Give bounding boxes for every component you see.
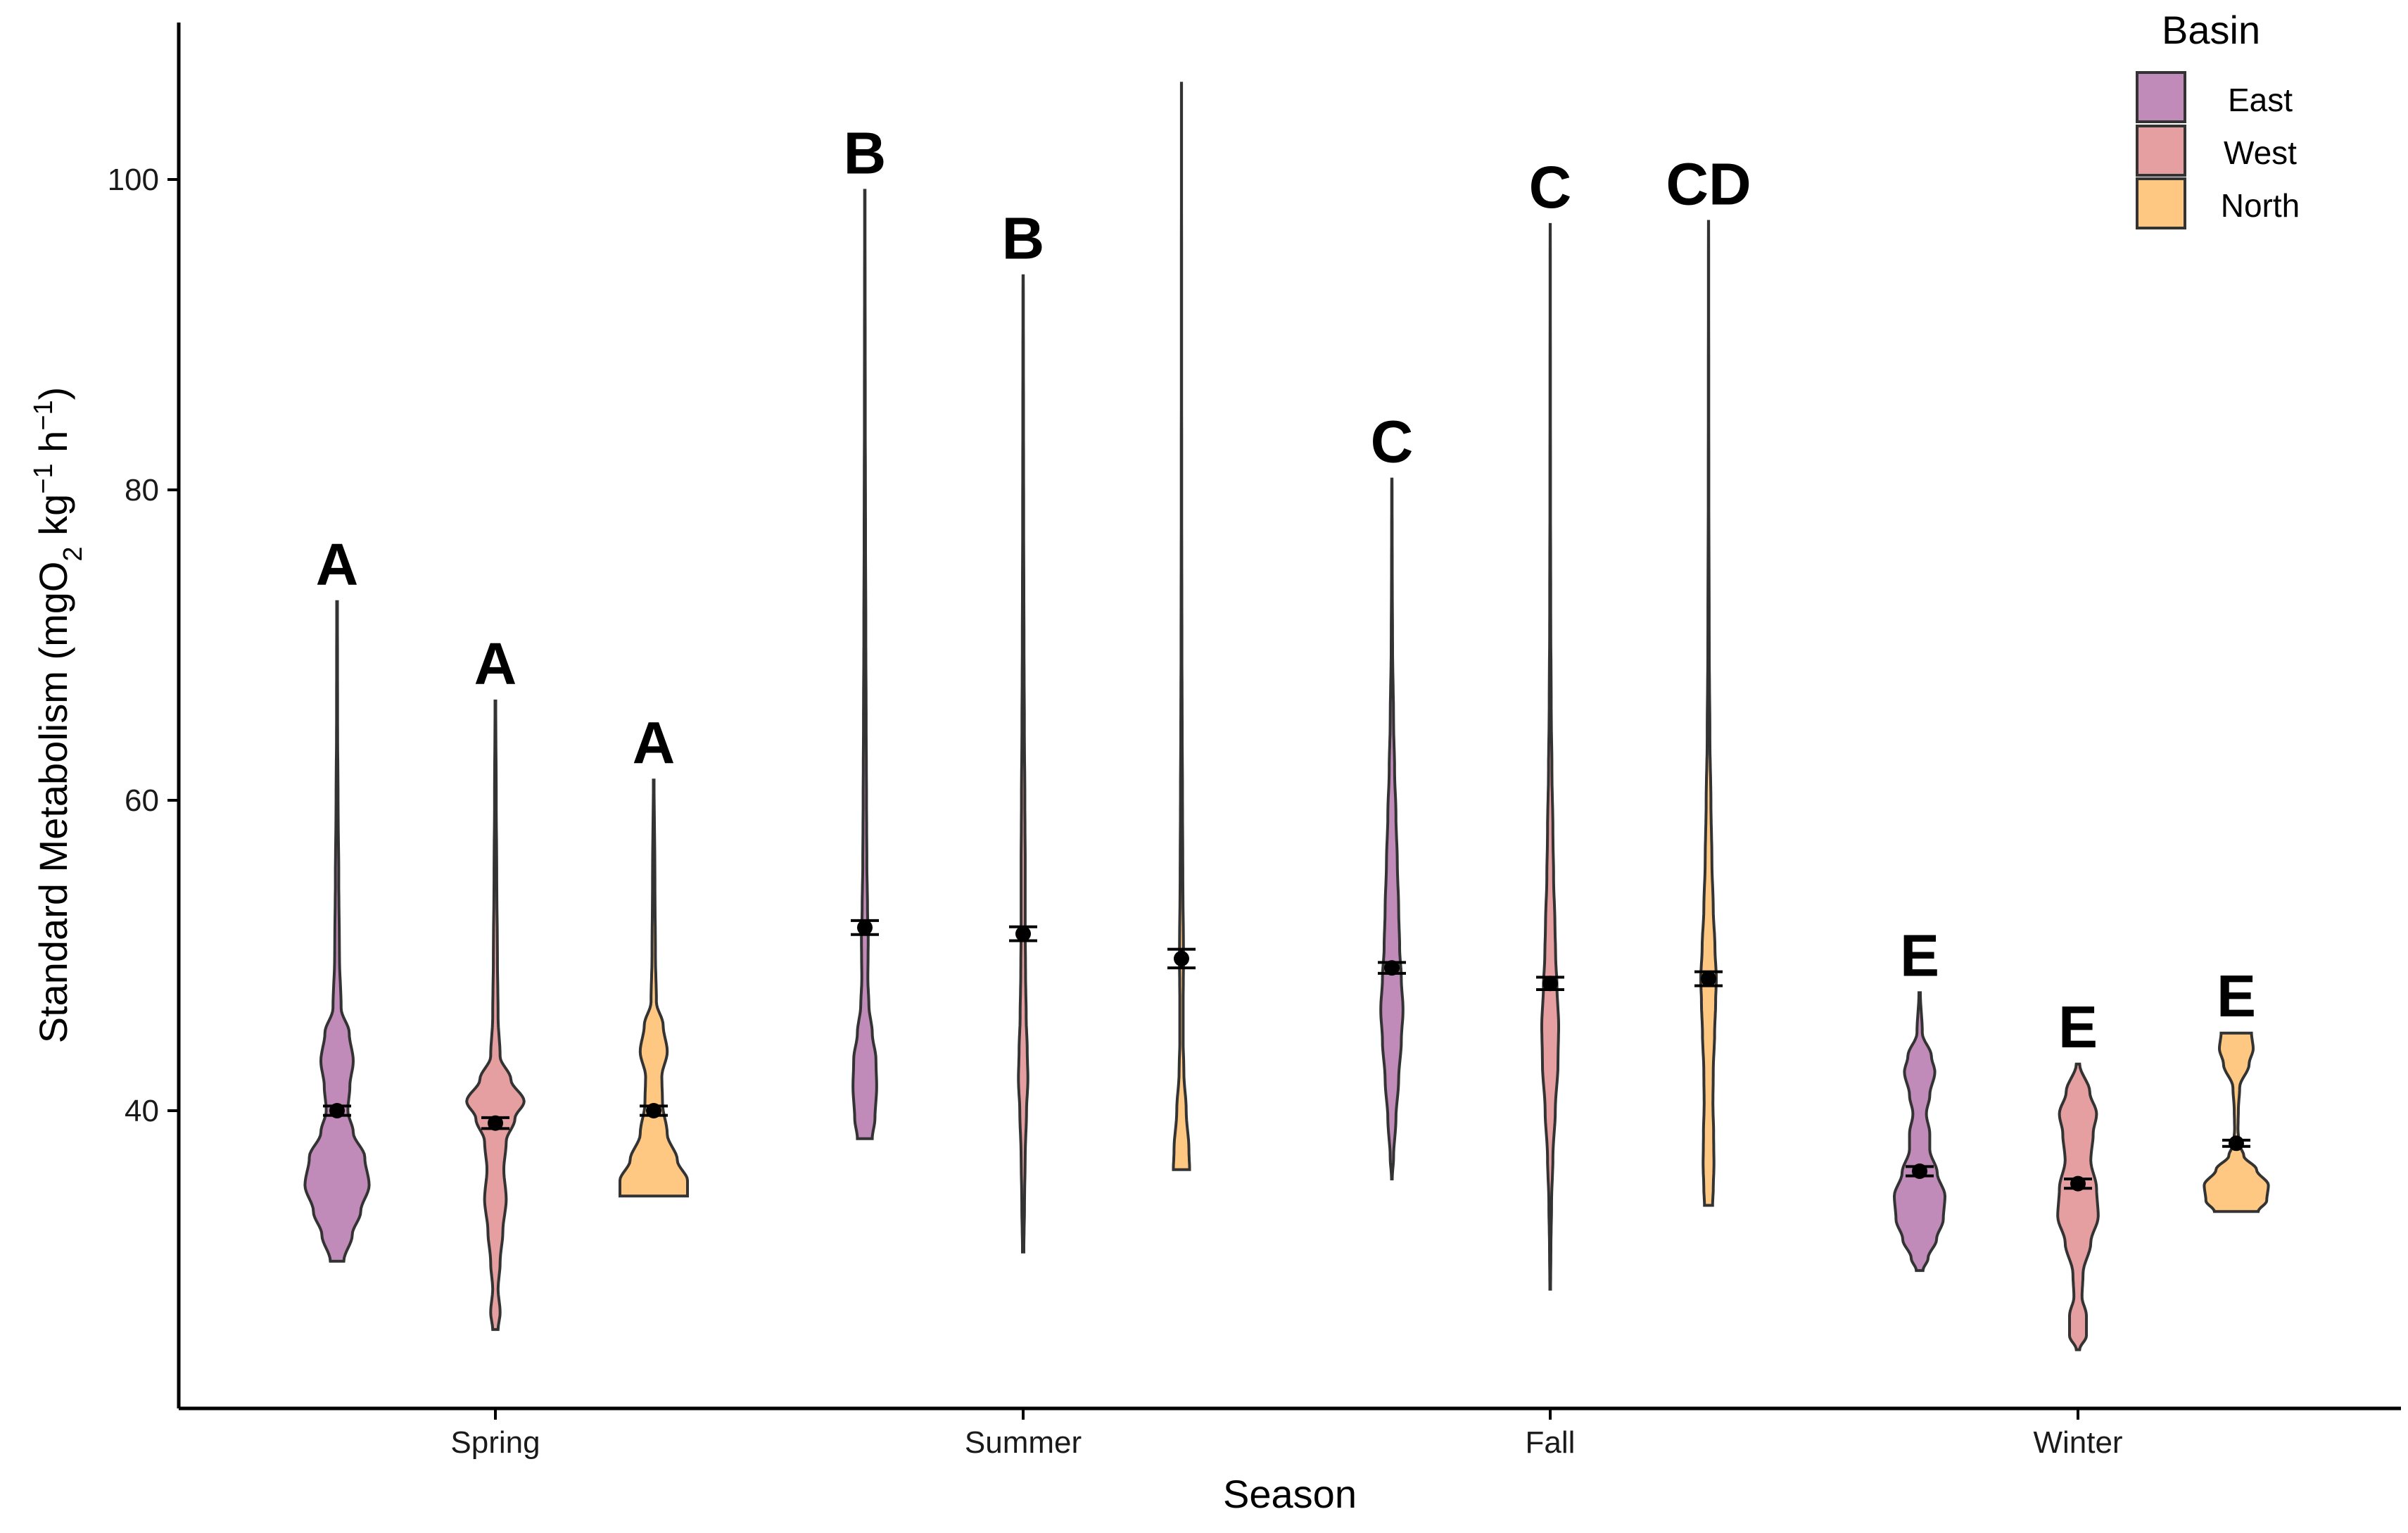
violins	[303, 82, 2270, 1351]
legend-label-east: East	[2228, 82, 2293, 118]
x-tick-label-spring: Spring	[450, 1425, 540, 1460]
y-axis-title-kg: kg	[31, 494, 75, 547]
violin-fall-west	[1540, 222, 1560, 1291]
violin-summer-west	[1017, 274, 1029, 1254]
violin-summer-east-letter: B	[844, 120, 887, 186]
y-tick-label: 60	[125, 783, 159, 818]
y-axis-title-sub: 2	[58, 546, 88, 561]
x-tick-label-fall: Fall	[1526, 1425, 1576, 1460]
violin-summer-north-mean-point	[1174, 950, 1189, 966]
violin-summer-west-letter: B	[1002, 206, 1045, 272]
violin-fall-north	[1699, 220, 1718, 1207]
y-axis-title-close: )	[31, 387, 75, 400]
violin-winter-east-mean-point	[1912, 1163, 1927, 1179]
violin-summer-east	[851, 189, 878, 1140]
y-ticks: 40 60 80 100	[108, 163, 179, 1128]
violin-winter-west	[2056, 1062, 2100, 1351]
violin-fall-east	[1379, 477, 1405, 1180]
y-tick-label: 80	[125, 473, 159, 507]
violin-winter-west-letter: E	[2058, 994, 2098, 1060]
violin-summer-east-mean-point	[857, 919, 873, 935]
violin-spring-north-letter: A	[633, 709, 676, 776]
violin-winter-east	[1892, 991, 1947, 1273]
legend: Basin East West North	[2136, 8, 2300, 229]
legend-key-west	[2136, 125, 2186, 177]
violin-winter-west-mean-point	[2070, 1175, 2086, 1192]
y-axis-title-sup2: −1	[29, 400, 58, 430]
axes	[177, 23, 2401, 1411]
violin-spring-north	[619, 778, 689, 1198]
violin-winter-north	[2203, 1031, 2270, 1213]
x-ticks: Spring Summer Fall Winter	[450, 1408, 2123, 1460]
legend-label-west: West	[2224, 134, 2297, 171]
violin-spring-west-mean-point	[488, 1115, 503, 1131]
x-tick-label-summer: Summer	[965, 1425, 1082, 1460]
violin-winter-north-mean-point	[2229, 1135, 2244, 1152]
violin-winter-east-letter: E	[1900, 922, 1939, 988]
y-axis-title-h: h	[31, 431, 75, 464]
violin-spring-north-mean-point	[646, 1103, 661, 1118]
legend-key-east	[2136, 71, 2186, 123]
violin-summer-north	[1172, 82, 1191, 1171]
violin-spring-west	[465, 699, 526, 1331]
violin-fall-north-mean-point	[1701, 971, 1716, 987]
violin-winter-north-letter: E	[2217, 963, 2256, 1029]
x-tick-label-winter: Winter	[2033, 1425, 2122, 1460]
violin-fall-west-mean-point	[1542, 976, 1558, 992]
x-axis-title: Season	[1223, 1472, 1357, 1516]
y-tick-label: 40	[125, 1094, 159, 1128]
y-tick-label: 100	[108, 163, 159, 197]
violin-spring-west-letter: A	[474, 631, 517, 697]
violin-fall-east-letter: C	[1371, 409, 1414, 475]
y-axis-title-sup1: −1	[29, 463, 58, 493]
violin-spring-east-letter: A	[316, 531, 359, 598]
violin-fall-west-letter: C	[1529, 154, 1572, 220]
violin-spring-east	[303, 600, 371, 1263]
violin-summer-west-mean-point	[1015, 926, 1031, 942]
group-letters: A A A B B C C CD E E E	[316, 120, 2256, 1059]
legend-key-north	[2136, 177, 2186, 229]
y-axis-title: Standard Metabolism (mgO2 kg−1 h−1)	[29, 387, 88, 1044]
violin-fall-north-letter: CD	[1666, 151, 1751, 217]
legend-title: Basin	[2162, 8, 2260, 52]
y-axis-title-main: Standard Metabolism (mgO	[31, 562, 75, 1044]
legend-label-north: North	[2221, 187, 2300, 224]
violin-fall-east-mean-point	[1384, 960, 1400, 976]
violin-spring-east-mean-point	[329, 1103, 345, 1118]
